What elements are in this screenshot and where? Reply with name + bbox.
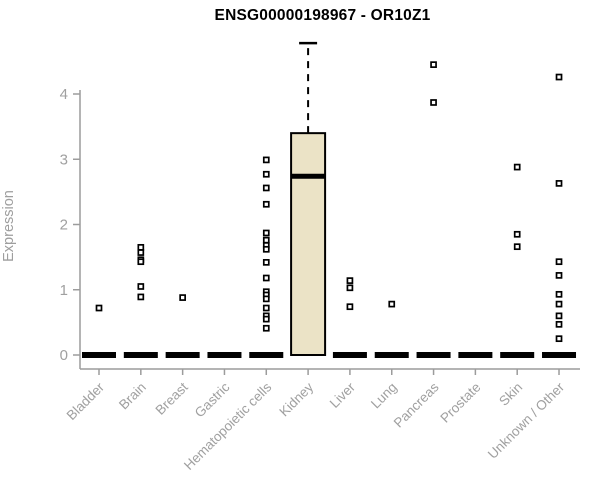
outlier-point-unknown-other <box>555 300 563 308</box>
collapsed-box-liver <box>332 352 367 358</box>
y-tick-label: 0 <box>60 347 68 364</box>
outlier-point-skin <box>513 230 521 238</box>
x-tick-label-brain: Brain <box>116 380 149 413</box>
outlier-point-hematopoietic-cells <box>262 295 270 303</box>
outlier-point-breast <box>179 294 186 301</box>
outlier-point-liver <box>346 284 354 292</box>
outlier-point-brain <box>137 293 145 301</box>
x-tick-label-liver: Liver <box>327 379 359 411</box>
outlier-point-hematopoietic-cells <box>262 324 270 332</box>
outlier-point-hematopoietic-cells <box>262 274 270 282</box>
outlier-point-hematopoietic-cells <box>262 245 270 253</box>
x-tick-label-gastric: Gastric <box>192 379 233 420</box>
outlier-point-hematopoietic-cells <box>262 236 270 244</box>
collapsed-box-pancreas <box>416 352 451 358</box>
y-tick-label: 4 <box>60 86 68 103</box>
outlier-point-brain <box>137 283 145 290</box>
outlier-point-bladder <box>95 304 103 312</box>
outlier-point-unknown-other <box>555 335 563 343</box>
collapsed-box-unknown-other <box>542 352 577 358</box>
y-tick-label: 1 <box>60 282 68 299</box>
collapsed-box-skin <box>500 352 535 358</box>
x-tick-label-bladder: Bladder <box>64 379 108 423</box>
collapsed-box-gastric <box>207 352 242 358</box>
outlier-point-skin <box>513 243 521 251</box>
outlier-point-hematopoietic-cells <box>262 184 270 192</box>
box-kidney <box>290 132 327 356</box>
outlier-point-hematopoietic-cells <box>262 304 270 312</box>
outlier-point-pancreas <box>430 61 437 68</box>
collapsed-box-hematopoietic-cells <box>249 352 284 358</box>
chart-title: ENSG00000198967 - OR10Z1 <box>214 7 431 24</box>
outlier-point-hematopoietic-cells <box>262 315 270 323</box>
x-tick-label-pancreas: Pancreas <box>391 379 442 430</box>
outlier-point-hematopoietic-cells <box>262 200 270 208</box>
x-tick-label-skin: Skin <box>496 380 525 409</box>
x-tick-label-breast: Breast <box>153 379 191 417</box>
outlier-point-unknown-other <box>555 73 563 81</box>
outlier-point-unknown-other <box>555 290 563 298</box>
x-tick-label-kidney: Kidney <box>276 379 316 419</box>
outlier-point-liver <box>346 277 354 284</box>
y-tick-label: 3 <box>60 151 68 168</box>
collapsed-box-prostate <box>458 352 493 358</box>
outlier-point-pancreas <box>430 99 437 106</box>
y-tick-label: 2 <box>60 217 68 234</box>
outlier-point-unknown-other <box>555 312 563 320</box>
x-tick-label-prostate: Prostate <box>437 380 483 426</box>
outlier-point-liver <box>346 303 354 311</box>
outlier-point-skin <box>513 163 521 171</box>
collapsed-box-breast <box>165 352 200 358</box>
outlier-point-unknown-other <box>555 320 563 328</box>
outlier-point-brain <box>137 243 145 251</box>
collapsed-box-brain <box>123 352 158 358</box>
collapsed-box-bladder <box>82 352 116 358</box>
outlier-point-hematopoietic-cells <box>262 229 270 237</box>
outlier-point-hematopoietic-cells <box>262 156 270 164</box>
outlier-point-unknown-other <box>555 272 563 279</box>
outlier-point-brain <box>137 258 145 266</box>
x-tick-label-lung: Lung <box>368 380 400 412</box>
collapsed-box-lung <box>374 352 409 358</box>
x-tick-label-unknown-other: Unknown / Other <box>485 379 568 462</box>
outlier-point-unknown-other <box>555 258 563 266</box>
outlier-point-lung <box>388 300 396 308</box>
outlier-point-hematopoietic-cells <box>262 170 270 178</box>
outlier-point-brain <box>137 249 145 256</box>
outlier-point-hematopoietic-cells <box>262 258 270 266</box>
outlier-point-unknown-other <box>555 180 563 187</box>
